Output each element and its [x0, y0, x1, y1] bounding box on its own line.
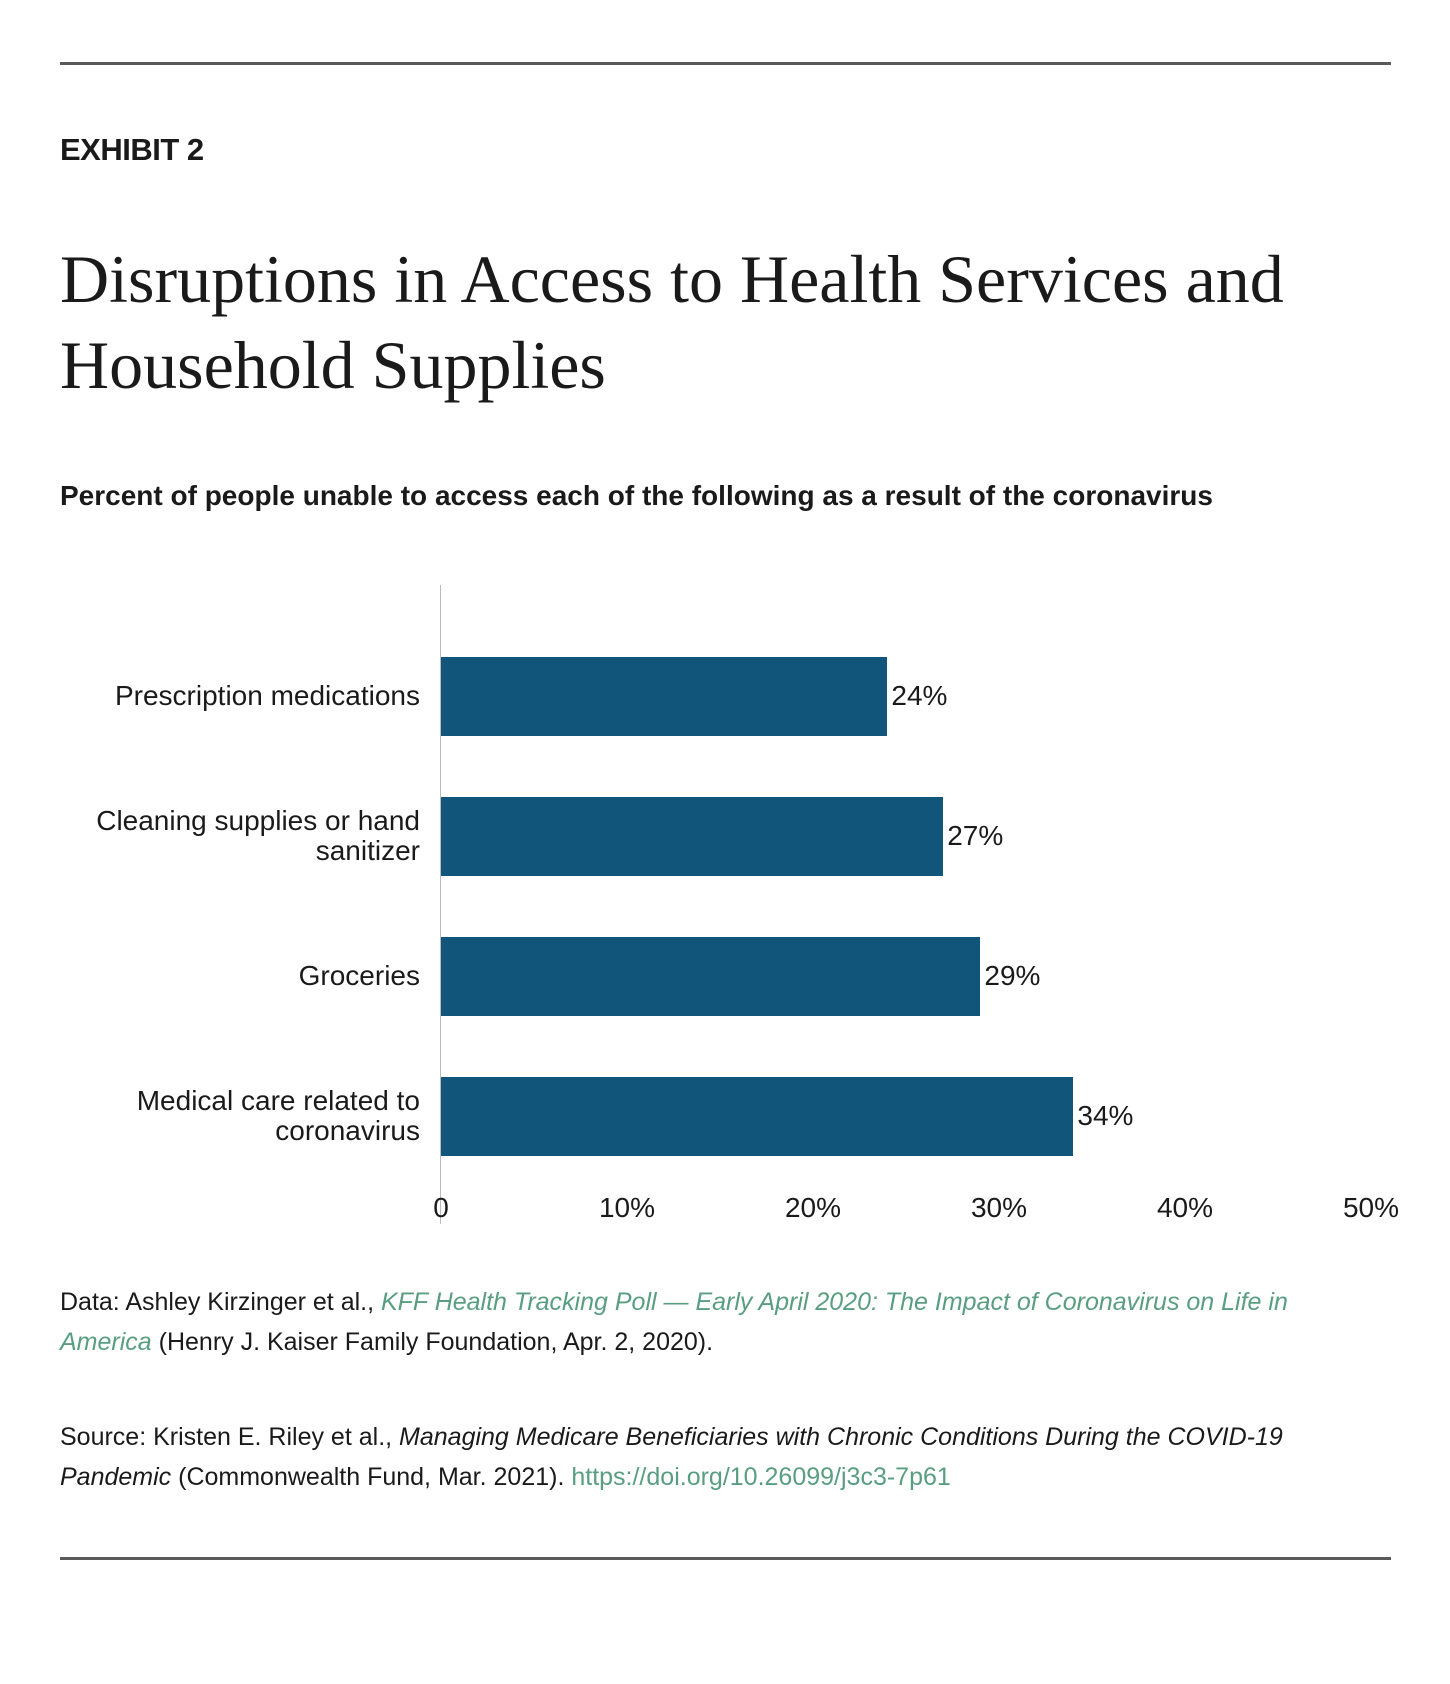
x-tick-label: 10% [598, 1192, 656, 1223]
exhibit-label: EXHIBIT 2 [60, 132, 204, 167]
value-label: 27% [947, 820, 1004, 851]
note-link[interactable]: KFF Health Tracking Poll — Early April 2… [60, 1288, 1288, 1356]
source-link[interactable]: https://doi.org/10.26099/j3c3-7p61 [571, 1463, 951, 1491]
value-label: 34% [1077, 1100, 1134, 1131]
y-axis-line [440, 585, 441, 1224]
category-label: Prescription medications [114, 680, 420, 711]
x-tick-label: 20% [784, 1192, 842, 1223]
bottom-rule [60, 1557, 1391, 1560]
note-text: (Commonwealth Fund, Mar. 2021). [171, 1463, 572, 1491]
x-tick-label: 0 [433, 1192, 449, 1223]
chart-title: Disruptions in Access to Health Services… [60, 241, 1284, 403]
x-tick-label: 40% [1156, 1192, 1214, 1223]
category-label: Cleaning supplies or hand sanitizer [96, 805, 420, 866]
category-label: Groceries [298, 960, 420, 991]
bar [441, 936, 981, 1016]
source-note: Source: Kristen E. Riley et al., Managin… [60, 1417, 1380, 1497]
data-note: Data: Ashley Kirzinger et al., KFF Healt… [60, 1282, 1380, 1362]
note-text: (Henry J. Kaiser Family Foundation, Apr.… [151, 1328, 714, 1356]
x-tick-label: 30% [970, 1192, 1028, 1223]
bar [441, 796, 944, 876]
chart-subtitle: Percent of people unable to access each … [60, 480, 1213, 511]
value-label: 24% [891, 680, 948, 711]
note-text: Source: Kristen E. Riley et al., [60, 1423, 400, 1451]
x-tick-label: 50% [1342, 1192, 1400, 1223]
bar [441, 1076, 1074, 1156]
note-text: Data: Ashley Kirzinger et al., [60, 1288, 381, 1316]
source-title: Managing Medicare Beneficiaries with Chr… [60, 1423, 1283, 1491]
value-label: 29% [984, 960, 1041, 991]
bar [441, 656, 888, 736]
category-label: Medical care related to coronavirus [136, 1085, 420, 1146]
top-rule [60, 62, 1391, 65]
